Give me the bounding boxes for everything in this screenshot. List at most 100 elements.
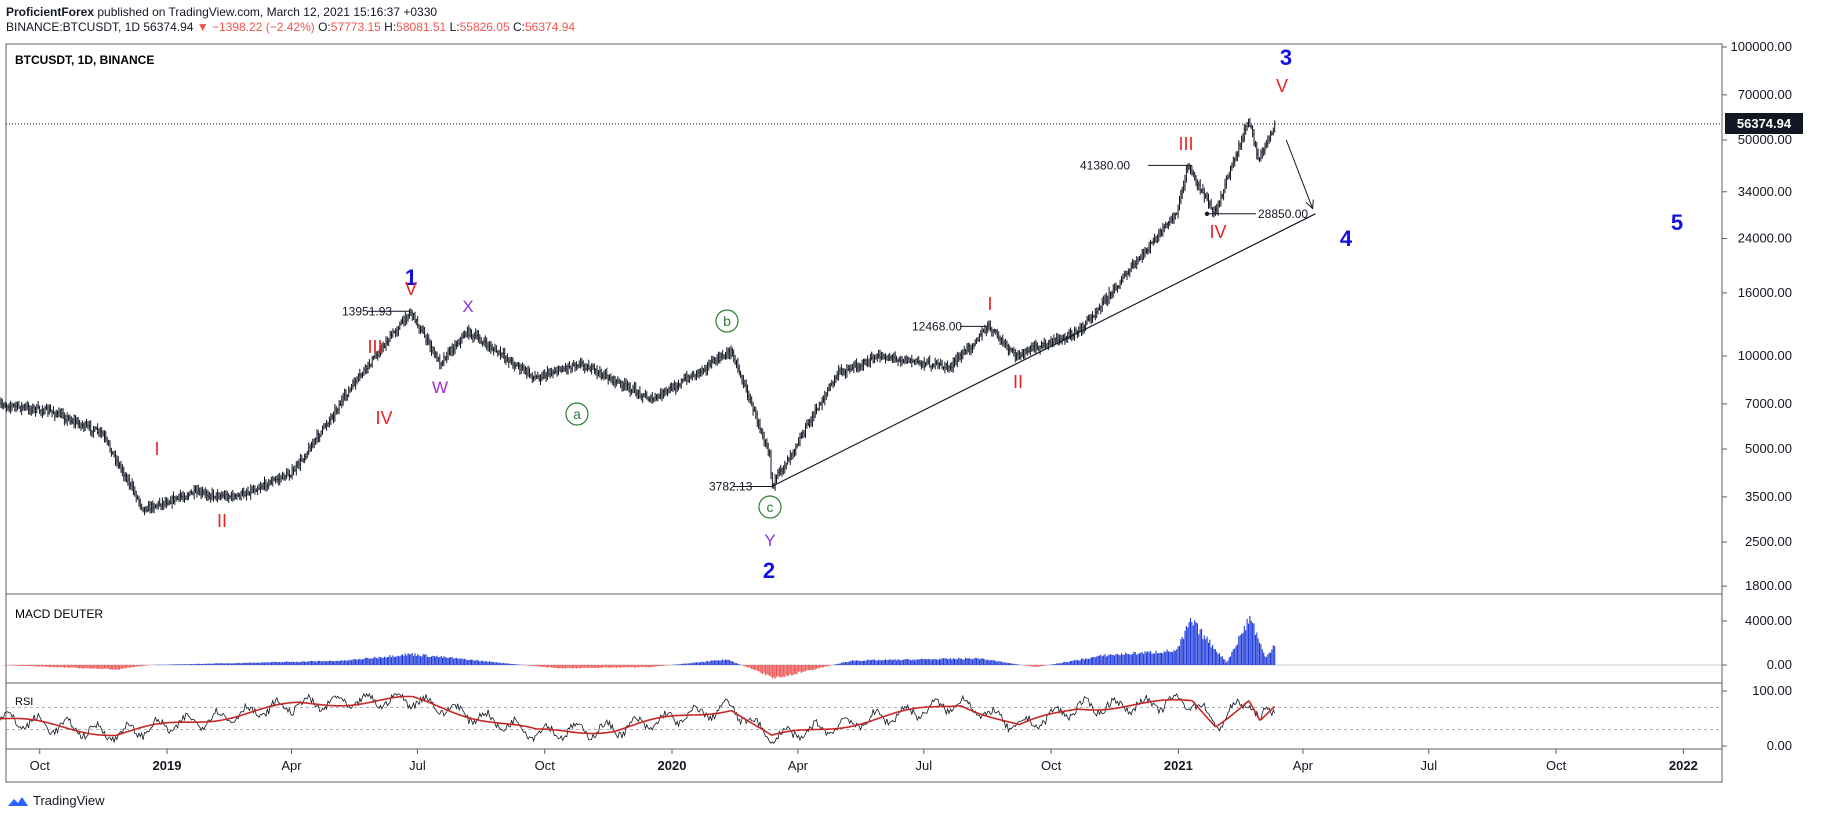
price-tick-label: 1800.00 [1745, 578, 1792, 593]
price-level-label: 12468.00 [912, 319, 962, 333]
price-tick-label: 34000.00 [1738, 184, 1792, 199]
wave-label: II [1013, 372, 1023, 392]
time-tick-label: 2021 [1164, 758, 1193, 773]
price-level-label: 3782.13 [709, 479, 753, 493]
time-tick-label: Oct [535, 758, 556, 773]
open-value: 57773.15 [330, 20, 381, 34]
wave-label: III [1178, 134, 1193, 154]
wave-label: 4 [1340, 226, 1353, 251]
close-label: C: [513, 20, 525, 34]
time-tick-label: Apr [1293, 758, 1314, 773]
price-tick-label: 3500.00 [1745, 489, 1792, 504]
trendline-layer[interactable] [771, 139, 1316, 488]
wave-label-circle [565, 402, 589, 426]
header: ProficientForex published on TradingView… [6, 5, 575, 35]
last-price-badge-text: 56374.94 [1737, 116, 1792, 131]
time-tick-label: Apr [281, 758, 302, 773]
price-tick-label: 100000.00 [1731, 39, 1792, 54]
rsi-tick-label: 0.00 [1767, 738, 1792, 753]
macd-pane-title: MACD DEUTER [15, 607, 103, 621]
footer-brand: TradingView [33, 793, 105, 808]
time-tick-label: 2020 [658, 758, 687, 773]
published-text: published on TradingView.com, March 12, … [97, 5, 438, 19]
time-tick-label: 2019 [153, 758, 182, 773]
price-tick-label: 10000.00 [1738, 348, 1792, 363]
price-tick-label: 24000.00 [1738, 231, 1792, 246]
last-price-badge-box [1725, 113, 1803, 134]
wave-label: b [723, 313, 731, 329]
price-tick-label: 5000.00 [1745, 441, 1792, 456]
publish-line: ProficientForex published on TradingView… [6, 5, 575, 20]
wave-label: IV [1209, 222, 1226, 242]
macd-tick-label: 0.00 [1767, 657, 1792, 672]
wave-label: W [432, 378, 448, 397]
price-change: ▼ −1398.22 (−2.42%) [196, 20, 315, 34]
rsi-ma-line [0, 695, 1276, 737]
main-pane-title: BTCUSDT, 1D, BINANCE [15, 53, 154, 67]
wave-label: 5 [1671, 210, 1683, 235]
close-value: 56374.94 [525, 20, 576, 34]
price-tick-label: 7000.00 [1745, 396, 1792, 411]
low-label: L: [449, 20, 460, 34]
rsi-axis[interactable]: 100.00 0.00 [1722, 683, 1792, 753]
high-label: H: [384, 20, 397, 34]
macd-tick-label: 4000.00 [1745, 613, 1792, 628]
time-tick-label: Apr [788, 758, 809, 773]
price-level-label: 41380.00 [1080, 158, 1130, 172]
wave-label-circle [715, 309, 739, 333]
price-series [0, 117, 1276, 516]
rsi-pane-title: RSI [15, 696, 33, 708]
wave-label: V [405, 279, 417, 299]
wave-label-circle [758, 495, 782, 519]
price-tick-label: 70000.00 [1738, 87, 1792, 102]
rsi-line [0, 692, 1276, 744]
price-axis[interactable]: 100000.00 70000.00 50000.00 34000.00 24000.0… [1722, 39, 1792, 593]
price-tick-label: 50000.00 [1738, 132, 1792, 147]
time-tick-label: 2022 [1669, 758, 1698, 773]
wave-label: IV [375, 408, 392, 428]
price-level-label: 28850.00 [1258, 207, 1308, 221]
chart-frame [5, 43, 1723, 783]
price-level-label: 13951.93 [342, 304, 392, 318]
time-tick-label: Oct [1041, 758, 1062, 773]
wave-label: V [1276, 76, 1288, 96]
wave-label: 1 [405, 265, 417, 290]
high-value: 58081.51 [396, 20, 447, 34]
time-tick-label: Oct [30, 758, 51, 773]
symbol-line: BINANCE:BTCUSDT, 1D [6, 20, 141, 34]
low-value: 55826.05 [459, 20, 510, 34]
price-level-dot [1204, 211, 1210, 217]
price-labels: 13951.93 3782.13 12468.00 41380.00 28850.00 [342, 158, 1308, 493]
macd-bars-positive [153, 616, 1276, 665]
trendline [771, 213, 1316, 488]
wave-label: Y [764, 531, 775, 550]
wave-label: I [987, 294, 992, 314]
forecast-arrowhead [1305, 199, 1314, 210]
macd-axis[interactable]: 4000.00 0.00 [1722, 613, 1792, 672]
time-axis[interactable]: Oct 2019 Apr Jul Oct 2020 Apr Jul Oct 2021 Apr Jul O… [30, 749, 1698, 773]
publisher-name[interactable]: ProficientForex [6, 5, 95, 19]
price-tick-label: 16000.00 [1738, 285, 1792, 300]
macd-bars-negative [0, 665, 1049, 679]
ohlc-line: BINANCE:BTCUSDT, 1D 56374.94 ▼ −1398.22 … [6, 20, 575, 35]
time-tick-label: Jul [409, 758, 426, 773]
wave-label: a [573, 406, 581, 422]
macd-histogram [0, 616, 1722, 679]
forecast-arrow [1285, 139, 1314, 209]
open-label: O: [318, 20, 331, 34]
rsi-tick-label: 100.00 [1752, 683, 1792, 698]
footer[interactable]: TradingView [7, 793, 105, 808]
time-tick-label: Oct [1546, 758, 1567, 773]
wave-label: 2 [763, 558, 775, 583]
time-tick-label: Jul [915, 758, 932, 773]
wave-label: c [767, 499, 774, 515]
wave-label: X [462, 297, 473, 316]
wave-label: 3 [1280, 45, 1292, 70]
price-bars [0, 117, 1276, 516]
wave-label: I [154, 439, 159, 459]
rsi-series [0, 692, 1722, 744]
time-tick-label: Jul [1420, 758, 1437, 773]
last-price-badge: 56374.94 [1725, 113, 1803, 134]
